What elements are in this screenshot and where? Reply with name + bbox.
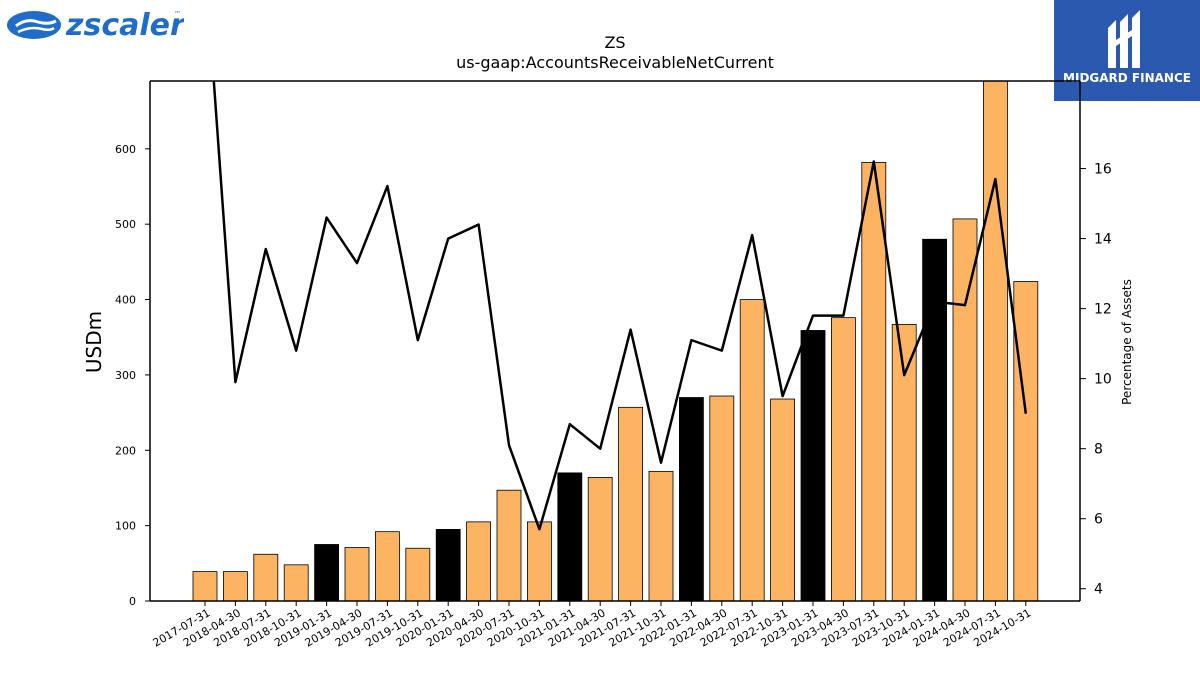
bar-2017-07-31 [192, 571, 218, 602]
bar-2020-01-31 [435, 529, 461, 602]
bar-2021-04-30 [587, 477, 613, 602]
bar-2022-04-30 [709, 395, 735, 602]
y-tick-label: 200 [115, 444, 136, 457]
percentage-line-series [212, 81, 1028, 531]
bar-2023-01-31 [800, 330, 826, 602]
bar-2019-10-31 [405, 547, 431, 602]
bar-2022-07-31 [739, 299, 765, 602]
bar-2019-04-30 [344, 547, 370, 602]
bar-2022-10-31 [770, 398, 795, 602]
plot-axes [149, 80, 1081, 602]
zscaler-cloud-icon [7, 11, 61, 39]
bar-2020-04-30 [466, 521, 492, 602]
bar-2023-04-30 [831, 317, 856, 602]
bar-2024-07-31 [983, 80, 1008, 602]
y-axis-right: 4 6 8 10 12 14 16 [1080, 162, 1112, 598]
bar-2024-01-31 [922, 238, 947, 602]
bar-2023-10-31 [891, 324, 917, 602]
y-tick-label: 400 [115, 294, 136, 307]
bar-2020-07-31 [496, 489, 522, 602]
percentage-line [212, 81, 1028, 531]
bar-2021-01-31 [557, 472, 583, 602]
bar-2020-10-31 [527, 521, 552, 602]
y-axis-label: USDm [82, 311, 106, 373]
y-right-tick-label: 12 [1094, 302, 1112, 318]
y-axis-right-label: Percentage of Assets [1120, 279, 1134, 405]
bar-2019-07-31 [374, 531, 400, 602]
bar-2024-04-30 [952, 218, 978, 602]
bar-2022-01-31 [679, 397, 704, 602]
midgard-monogram-icon [1108, 10, 1140, 68]
y-right-tick-label: 6 [1094, 512, 1103, 528]
bar-2024-10-31 [1013, 281, 1039, 602]
y-tick-label: 600 [115, 143, 136, 156]
y-right-tick-label: 16 [1094, 162, 1112, 178]
y-tick-label: 500 [115, 218, 136, 231]
bar-2018-04-30 [222, 571, 248, 602]
y-right-tick-label: 4 [1094, 582, 1103, 598]
bar-series [192, 80, 1039, 602]
x-axis: 2017-07-312018-04-302018-07-312018-10-31… [151, 601, 1033, 650]
y-right-tick-label: 14 [1094, 232, 1112, 248]
y-tick-label: 300 [115, 369, 136, 382]
bar-2018-07-31 [253, 553, 279, 602]
chart-title: ZS [604, 33, 625, 52]
bar-2019-01-31 [314, 544, 340, 602]
trademark-symbol: ™ [174, 10, 181, 18]
midgard-finance-logo: MIDGARD FINANCE [1054, 0, 1200, 101]
chart-subtitle: us-gaap:AccountsReceivableNetCurrent [456, 53, 774, 72]
bar-2018-10-31 [283, 564, 309, 602]
y-right-tick-label: 8 [1094, 442, 1103, 458]
bar-2021-07-31 [618, 406, 643, 602]
bar-2021-10-31 [648, 470, 674, 602]
y-axis-left: 0 100 200 300 400 500 600 [115, 143, 150, 608]
zscaler-logo-text: zscaler [65, 8, 184, 43]
y-right-tick-label: 10 [1094, 372, 1112, 388]
y-tick-label: 0 [129, 595, 136, 608]
midgard-logo-text: MIDGARD FINANCE [1063, 71, 1191, 85]
y-tick-label: 100 [115, 520, 136, 533]
zscaler-logo: zscaler ™ [7, 8, 184, 43]
